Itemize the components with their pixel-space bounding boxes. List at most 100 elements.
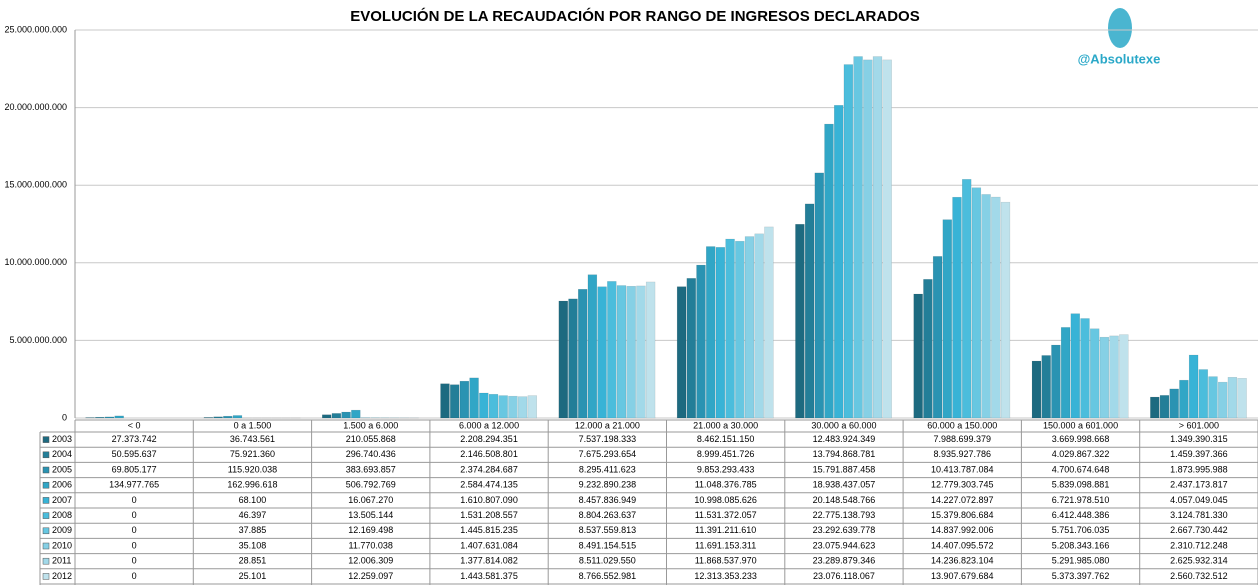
bar: [498, 395, 508, 419]
legend-label: 2004: [52, 449, 72, 459]
bar: [597, 286, 607, 419]
table-cell: 8.491.154.515: [579, 540, 637, 550]
table-cell: 11.048.376.785: [695, 480, 757, 490]
table-cell: 25.101: [239, 571, 267, 581]
legend-label: 2011: [52, 556, 71, 566]
bar: [1218, 381, 1228, 419]
table-cell: 5.208.343.166: [1052, 540, 1110, 550]
table-cell: 296.740.436: [346, 449, 396, 459]
table-cell: 4.700.674.648: [1052, 464, 1110, 474]
bar: [686, 278, 696, 419]
table-cell: 16.067.270: [348, 495, 393, 505]
bar: [232, 415, 243, 419]
table-cell: 5.291.985.080: [1052, 556, 1110, 566]
bar: [923, 279, 933, 419]
bar: [1169, 388, 1179, 419]
table-cell: 506.792.769: [346, 480, 396, 490]
bar: [1099, 336, 1110, 419]
bar: [645, 281, 656, 419]
bar: [913, 293, 923, 419]
table-cell: 7.675.293.654: [579, 449, 637, 459]
table-cell: 2.625.932.314: [1170, 556, 1228, 566]
legend-label: 2008: [52, 510, 72, 520]
table-cell: 0: [132, 525, 137, 535]
bar: [517, 396, 528, 419]
table-cell: 12.259.097: [348, 571, 393, 581]
bar: [1041, 355, 1051, 419]
legend-label: 2010: [52, 540, 72, 550]
table-cell: 7.537.198.333: [579, 434, 637, 444]
table-cell: 8.804.263.637: [579, 510, 637, 520]
bar: [527, 395, 538, 419]
table-cell: 8.935.927.786: [933, 449, 991, 459]
table-cell: 68.100: [239, 495, 267, 505]
bar: [853, 56, 863, 419]
table-cell: 0: [132, 510, 137, 520]
table-cell: 0: [132, 495, 137, 505]
table-cell: 162.996.618: [227, 480, 277, 490]
y-tick-label: 25.000.000.000: [4, 24, 67, 34]
table-cell: 6.721.978.510: [1052, 495, 1110, 505]
bar: [942, 219, 952, 419]
table-cell: 1.349.390.315: [1170, 434, 1228, 444]
bar: [469, 377, 479, 419]
table-cell: 12.169.498: [348, 525, 393, 535]
table-cell: 10.413.787.084: [931, 464, 994, 474]
y-tick-label: 0: [62, 412, 67, 422]
table-cell: 0: [132, 571, 137, 581]
table-cell: 9.232.890.238: [579, 480, 637, 490]
table-cell: 2.560.732.512: [1170, 571, 1228, 581]
bar: [203, 417, 214, 419]
bar: [814, 172, 824, 419]
bar: [508, 395, 518, 419]
table-cell: 13.505.144: [348, 510, 393, 520]
bar: [1237, 378, 1247, 419]
table-cell: 12.006.309: [348, 556, 393, 566]
x-tick-label: < 0: [128, 420, 141, 430]
x-tick-label: 60.000 a 150.000: [927, 420, 997, 430]
bar: [95, 416, 105, 419]
table-cell: 4.029.867.322: [1052, 449, 1110, 459]
bar: [962, 179, 972, 419]
table-cell: 8.511.029.550: [579, 556, 636, 566]
table-cell: 5.839.098.881: [1052, 480, 1110, 490]
table-cell: 1.377.814.082: [460, 556, 518, 566]
legend-label: 2006: [52, 480, 72, 490]
x-tick-label: 21.000 a 30.000: [693, 420, 758, 430]
table-cell: 14.236.823.104: [931, 556, 994, 566]
bar: [1090, 328, 1100, 419]
table-cell: 50.595.637: [112, 449, 157, 459]
bar: [981, 194, 991, 419]
table-cell: 11.868.537.970: [695, 556, 757, 566]
bar: [1179, 379, 1189, 419]
bar: [351, 409, 361, 419]
table-cell: 1.445.815.235: [460, 525, 518, 535]
bar: [558, 300, 568, 419]
bar: [104, 416, 115, 419]
table-cell: 1.610.807.090: [460, 495, 518, 505]
bar: [696, 264, 706, 419]
table-cell: 115.920.038: [228, 464, 277, 474]
bar: [735, 240, 745, 419]
table-cell: 75.921.360: [230, 449, 275, 459]
table-cell: 4.057.049.045: [1170, 495, 1228, 505]
legend-label: 2012: [52, 571, 72, 581]
bar: [459, 380, 470, 419]
bar: [341, 411, 351, 419]
bar: [577, 289, 588, 419]
bar: [1060, 327, 1071, 419]
bar: [1031, 360, 1042, 419]
table-cell: 3.669.998.668: [1052, 434, 1110, 444]
legend-key: [42, 512, 50, 519]
legend-key: [42, 451, 50, 459]
annotation: @Absolutexe: [1078, 51, 1161, 66]
table-cell: 13.907.679.684: [931, 571, 994, 581]
table-cell: 37.885: [239, 525, 267, 535]
table-cell: 27.373.742: [112, 434, 157, 444]
table-cell: 14.407.095.572: [931, 540, 994, 550]
table-cell: 18.938.437.057: [813, 480, 876, 490]
table-cell: 2.584.474.135: [460, 480, 518, 490]
table-cell: 14.837.992.006: [931, 525, 994, 535]
table-cell: 8.457.836.949: [579, 495, 637, 505]
bar: [882, 59, 892, 419]
